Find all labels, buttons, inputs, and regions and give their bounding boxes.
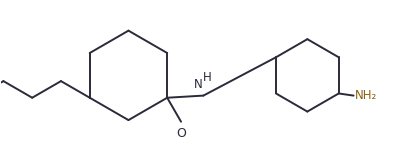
Text: H: H [203, 71, 211, 84]
Text: N: N [194, 78, 202, 91]
Text: NH₂: NH₂ [354, 89, 376, 102]
Text: O: O [176, 127, 185, 140]
